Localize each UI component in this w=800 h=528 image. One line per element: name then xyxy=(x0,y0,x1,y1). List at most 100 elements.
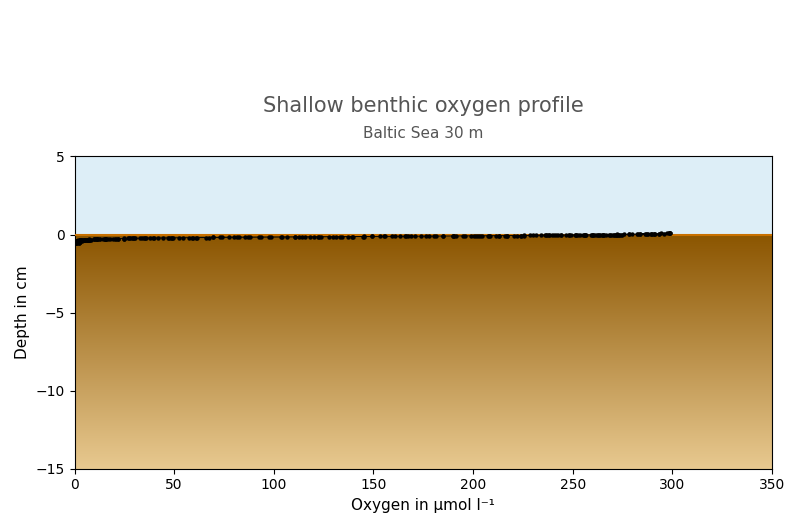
Point xyxy=(394,232,406,241)
Point xyxy=(542,231,555,240)
Point xyxy=(618,230,631,239)
Point xyxy=(70,237,83,246)
Point xyxy=(165,233,178,242)
Point xyxy=(645,230,658,238)
Point xyxy=(428,232,441,240)
Point xyxy=(123,234,136,242)
Point xyxy=(664,229,677,237)
Point xyxy=(85,235,98,244)
Point xyxy=(330,232,342,241)
Point xyxy=(298,233,311,241)
Point xyxy=(450,232,462,240)
Point xyxy=(586,231,599,239)
Point xyxy=(107,234,120,243)
Point xyxy=(458,232,471,240)
Point xyxy=(546,231,558,240)
Point xyxy=(596,231,609,239)
Point xyxy=(609,230,622,239)
Point xyxy=(82,235,95,244)
Point xyxy=(70,239,82,247)
Point xyxy=(585,231,598,239)
Point xyxy=(447,232,460,240)
Point xyxy=(96,235,109,243)
Point xyxy=(604,230,617,239)
Point xyxy=(400,232,413,241)
Point xyxy=(386,232,398,241)
Point xyxy=(90,235,103,243)
Point xyxy=(166,233,179,242)
Point xyxy=(510,231,523,240)
Point xyxy=(78,235,91,244)
Point xyxy=(622,230,635,239)
Point xyxy=(173,233,186,242)
Point xyxy=(526,231,539,240)
Point xyxy=(104,234,117,243)
Point xyxy=(214,233,226,242)
Point xyxy=(68,238,81,246)
Point xyxy=(605,231,618,239)
Point xyxy=(540,231,553,240)
Point xyxy=(227,233,240,241)
Point xyxy=(596,231,609,239)
Point xyxy=(335,232,348,241)
Point xyxy=(483,231,496,240)
Point xyxy=(77,235,90,244)
Point xyxy=(634,230,646,238)
Point xyxy=(663,229,676,238)
Point xyxy=(70,237,83,246)
Point xyxy=(82,235,95,244)
Point xyxy=(122,234,135,243)
Point xyxy=(405,232,418,240)
Point xyxy=(222,233,235,242)
Point xyxy=(579,231,592,239)
Point xyxy=(366,232,378,241)
Point xyxy=(274,233,287,241)
Point xyxy=(465,232,478,240)
Point xyxy=(483,232,496,240)
Point xyxy=(654,229,667,238)
Point xyxy=(662,229,675,238)
Point xyxy=(554,231,567,239)
Point xyxy=(476,232,489,240)
Point xyxy=(176,233,189,242)
Point xyxy=(530,231,542,240)
Point xyxy=(70,238,83,247)
Point xyxy=(562,231,575,239)
Point xyxy=(470,232,482,240)
Point xyxy=(70,237,83,246)
X-axis label: Oxygen in μmol l⁻¹: Oxygen in μmol l⁻¹ xyxy=(351,498,495,513)
Point xyxy=(70,237,82,245)
Point xyxy=(569,231,582,239)
Point xyxy=(70,237,82,246)
Point xyxy=(187,233,200,242)
Point xyxy=(644,230,657,238)
Point xyxy=(591,231,604,239)
Point xyxy=(110,234,122,243)
Point xyxy=(68,237,81,246)
Point xyxy=(602,231,615,239)
Point xyxy=(230,233,243,242)
Point xyxy=(323,232,336,241)
Point xyxy=(74,236,86,244)
Point xyxy=(613,230,626,239)
Point xyxy=(186,233,198,242)
Point xyxy=(524,231,537,240)
Point xyxy=(578,231,590,239)
Point xyxy=(78,236,91,244)
Point xyxy=(541,231,554,240)
Point xyxy=(374,232,386,241)
Point xyxy=(244,233,257,241)
Point xyxy=(82,235,95,244)
Point xyxy=(152,234,165,242)
Point xyxy=(69,237,82,245)
Point xyxy=(551,231,564,240)
Point xyxy=(134,234,146,242)
Point xyxy=(206,233,219,242)
Point xyxy=(389,232,402,241)
Point xyxy=(598,231,610,239)
Point xyxy=(419,232,432,240)
Point xyxy=(264,233,277,241)
Point xyxy=(87,235,100,243)
Point xyxy=(68,238,81,246)
Point xyxy=(490,231,502,240)
